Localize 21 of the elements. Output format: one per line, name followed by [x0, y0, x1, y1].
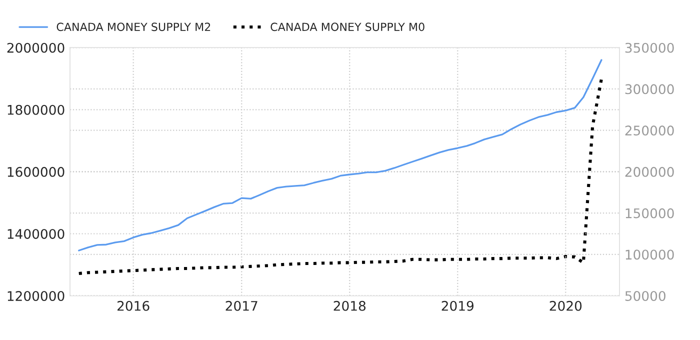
- x-tick-label: 2019: [442, 300, 474, 311]
- y-tick-label: 1800000: [8, 104, 64, 115]
- line-series: [77, 78, 603, 275]
- line-series: [78, 59, 602, 252]
- y2-tick-label: 100000: [626, 250, 674, 260]
- y2-tick-label: 50000: [625, 291, 666, 301]
- y2-tick-label: 350000: [625, 42, 674, 53]
- x-tick-label: 2018: [334, 300, 366, 311]
- y2-tick-label: 250000: [625, 126, 674, 136]
- legend-label: CANADA MONEY SUPPLY M0: [270, 22, 424, 32]
- y2-tick-label: 150000: [626, 208, 674, 218]
- legend-label: CANADA MONEY SUPPLY M2: [56, 22, 210, 32]
- y-tick-label: 1200000: [8, 291, 64, 301]
- y2-tick-label: 200000: [625, 166, 674, 177]
- x-tick-label: 2020: [550, 300, 582, 311]
- x-tick-label: 2017: [226, 300, 258, 311]
- x-tick-label: 2016: [118, 300, 150, 311]
- y-tick-label: 1400000: [8, 228, 64, 239]
- y2-tick-label: 300000: [625, 84, 674, 94]
- y-tick-label: 1600000: [8, 166, 64, 177]
- y-tick-label: 2000000: [7, 42, 64, 53]
